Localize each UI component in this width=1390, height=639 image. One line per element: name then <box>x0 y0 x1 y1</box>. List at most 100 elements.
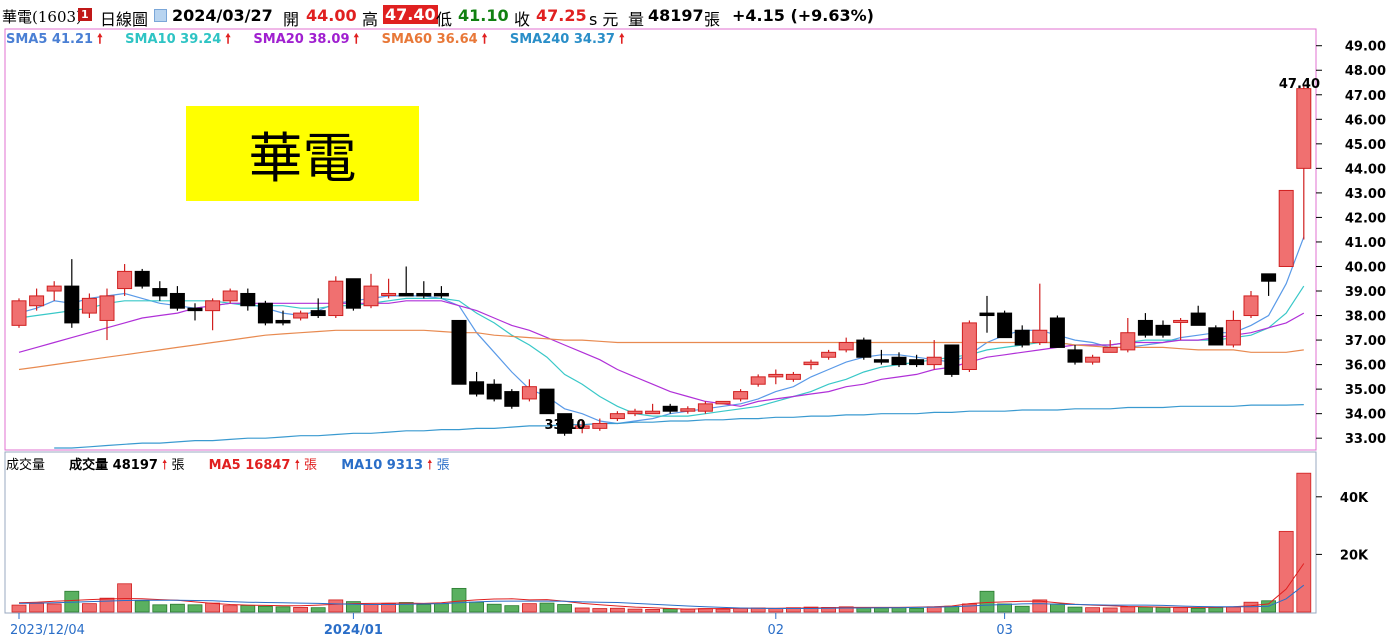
volume-bar <box>134 600 150 613</box>
ma-line-sma10 <box>18 285 1305 417</box>
volume-bar <box>117 583 132 613</box>
volume-bar <box>768 608 784 613</box>
volume-bar <box>1208 607 1224 613</box>
up-arrow-icon: 🠕 <box>481 32 488 47</box>
up-arrow-icon: 🠕 <box>294 458 301 473</box>
candle-body <box>1049 317 1065 348</box>
candle-body <box>891 356 907 366</box>
volume-legend-ma10[interactable]: MA10 9313 <box>341 458 423 473</box>
ma-legend: SMA5 41.21 🠕 SMA10 39.24 🠕 SMA20 38.09 🠕 SM… <box>6 30 629 52</box>
candle-body <box>979 312 995 317</box>
volume-ma-lines <box>18 563 1305 610</box>
low-label: 低 <box>436 10 453 29</box>
low-annotation: 33.10 <box>544 418 585 433</box>
candle-body <box>1137 319 1153 336</box>
candle-body <box>187 307 203 312</box>
up-arrow-icon: 🠕 <box>225 32 231 47</box>
ma-legend-sma240[interactable]: SMA240 34.37 <box>509 32 615 47</box>
volume-bar <box>433 603 449 613</box>
volume-bar <box>64 590 80 613</box>
candle-body <box>785 373 801 380</box>
volume-bar <box>786 607 801 613</box>
volume-bar <box>275 606 291 613</box>
volume-bar <box>504 605 520 613</box>
ma-line-sma240 <box>54 404 1304 449</box>
price-tick-label: 49.00 <box>1345 40 1386 55</box>
ma-legend-sma20[interactable]: SMA20 38.09 <box>253 32 350 47</box>
volume-legend-unit: 張 <box>171 458 185 473</box>
volume-bar <box>962 603 977 613</box>
symbol-name[interactable]: 華電(1603) <box>2 8 82 26</box>
volume-bar <box>29 602 45 613</box>
volume-bar <box>909 607 924 613</box>
price-tick-label: 33.00 <box>1345 432 1386 447</box>
price-tick-label: 41.00 <box>1345 236 1386 251</box>
volume-bar <box>257 605 273 613</box>
candle-body <box>363 285 379 307</box>
ma-line-sma5 <box>18 236 1305 425</box>
candle-body <box>240 292 256 307</box>
volume-bar <box>328 599 344 613</box>
price-tick-label: 40.00 <box>1345 260 1386 275</box>
candle-body <box>1296 88 1312 169</box>
ma-line-sma60 <box>18 329 1304 371</box>
candle-body <box>328 280 344 317</box>
ma-legend-sma5[interactable]: SMA5 41.21 <box>6 32 94 47</box>
volume-bar <box>733 607 748 613</box>
volume-bar <box>486 603 502 613</box>
volume-bar <box>1014 605 1030 613</box>
candle-body <box>169 292 185 309</box>
volume-bar <box>82 603 97 613</box>
candle-body <box>1155 324 1171 336</box>
volume-bar <box>874 607 889 613</box>
volume-bar <box>1120 606 1136 613</box>
candle-body <box>1120 332 1136 351</box>
price-tick-label: 44.00 <box>1345 162 1386 177</box>
candle-body <box>926 356 942 366</box>
volume-bar <box>715 608 731 613</box>
candle-body <box>257 302 273 324</box>
flag-badge: 1 <box>78 8 92 21</box>
ma-legend-sma60[interactable]: SMA60 36.64 <box>381 32 478 47</box>
volume-legend-total[interactable]: 成交量 48197 <box>69 458 158 473</box>
candle-body <box>909 359 925 366</box>
candle-body <box>81 297 97 314</box>
price-tick-label: 37.00 <box>1345 334 1386 349</box>
candle-body <box>645 410 661 415</box>
volume-bar <box>1261 600 1276 613</box>
stock-name-stamp: 華電 <box>186 106 419 201</box>
volume-bar <box>11 604 27 613</box>
price-tick-label: 47.00 <box>1345 89 1386 104</box>
period-dropdown-icon[interactable] <box>154 9 167 22</box>
volume-bar <box>1243 601 1259 613</box>
volume-bar <box>539 602 555 613</box>
candle-body <box>1190 312 1206 326</box>
candle-body <box>838 342 854 351</box>
x-tick-label: 2023/12/04 <box>10 623 85 638</box>
volume-bar <box>750 607 766 613</box>
low-value: 41.10 <box>458 6 509 25</box>
candle-body <box>345 278 361 309</box>
volume-bar <box>1173 607 1188 613</box>
candle-body <box>433 292 449 297</box>
candle-body <box>1225 319 1241 346</box>
volume-bar <box>99 597 115 613</box>
candle-body <box>486 383 502 400</box>
candle-body <box>293 312 309 319</box>
period-label[interactable]: 日線圖 <box>100 10 149 29</box>
price-tick-label: 46.00 <box>1345 113 1386 128</box>
ma-line-sma20 <box>18 300 1305 407</box>
close-value: 47.25 <box>536 6 587 25</box>
candle-body <box>205 300 221 312</box>
candle-body <box>64 285 80 324</box>
candle-body <box>381 292 397 296</box>
x-tick-label: 02 <box>768 623 785 638</box>
price-tick-label: 42.00 <box>1345 211 1386 226</box>
up-arrow-icon: 🠕 <box>426 458 433 473</box>
price-tick-label: 35.00 <box>1345 383 1386 398</box>
volume-legend-ma5[interactable]: MA5 16847 <box>208 458 291 473</box>
candle-body <box>768 373 784 378</box>
volume-bars <box>11 472 1312 613</box>
ma-legend-sma10[interactable]: SMA10 39.24 <box>125 32 222 47</box>
